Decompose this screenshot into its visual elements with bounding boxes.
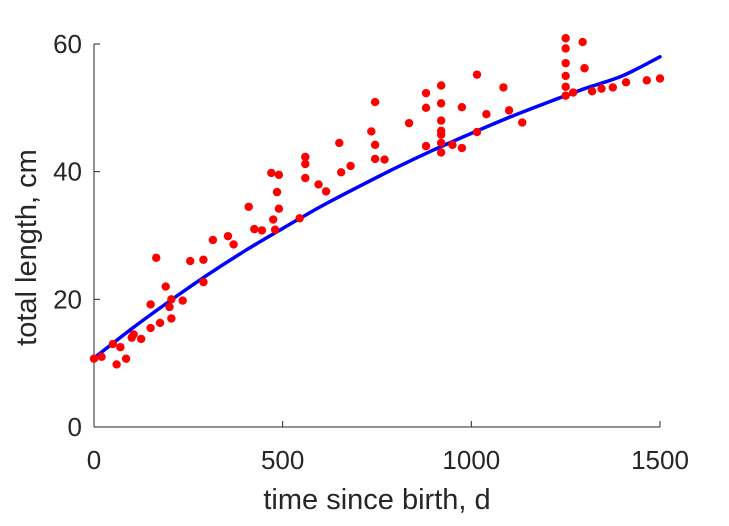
data-point [482, 110, 491, 119]
data-point [314, 180, 323, 189]
axes: 0 500 1000 1500 0 20 40 60 [53, 29, 689, 475]
data-point [269, 215, 278, 224]
data-point [155, 318, 165, 328]
y-tick-label: 0 [68, 412, 82, 442]
data-point [346, 161, 355, 171]
data-point [335, 138, 344, 148]
data-point [250, 224, 259, 234]
data-point [436, 148, 446, 157]
data-point [229, 240, 238, 249]
data-point [504, 106, 514, 115]
data-point [267, 168, 276, 178]
data-point [561, 44, 570, 53]
data-point [370, 140, 380, 150]
data-point [597, 84, 606, 93]
data-point [587, 87, 597, 96]
data-point [108, 339, 118, 349]
y-axis-title: total length, cm [11, 149, 43, 346]
x-tick-label: 500 [261, 445, 304, 475]
data-point [121, 354, 131, 363]
data-point [186, 256, 195, 266]
data-point [421, 103, 431, 113]
data-point [129, 330, 138, 339]
data-point [404, 118, 414, 128]
data-point [518, 118, 527, 127]
data-point [608, 83, 618, 92]
data-point [136, 334, 146, 344]
data-point [295, 214, 304, 223]
data-point [561, 82, 570, 91]
data-point [336, 168, 346, 177]
x-tick-label: 1000 [442, 445, 500, 475]
data-point [301, 152, 310, 162]
data-point [321, 187, 331, 196]
data-point [448, 140, 457, 150]
data-point [578, 37, 587, 47]
data-point [274, 204, 284, 213]
data-point [457, 143, 467, 153]
data-point [167, 295, 176, 304]
data-points-layer [89, 34, 665, 369]
data-point [208, 235, 218, 245]
x-axis-title: time since birth, d [263, 484, 490, 516]
data-point [178, 296, 187, 305]
data-point [421, 141, 431, 151]
data-point [561, 71, 570, 81]
data-point [270, 225, 280, 234]
data-point [472, 70, 482, 79]
y-tick-label: 20 [53, 284, 82, 314]
data-point [421, 88, 431, 98]
data-point [561, 91, 570, 100]
data-point [472, 127, 482, 137]
data-point [112, 360, 121, 369]
y-tick-label: 40 [53, 157, 82, 187]
x-tick-label: 0 [87, 445, 101, 475]
data-point [301, 173, 310, 183]
data-point [380, 155, 389, 164]
data-point [436, 99, 446, 108]
data-point [569, 88, 578, 97]
data-point [436, 130, 446, 139]
data-point [146, 323, 155, 333]
data-point [244, 202, 253, 211]
data-point [436, 81, 446, 90]
data-point [272, 187, 282, 197]
data-point [146, 300, 155, 309]
data-point [257, 226, 267, 235]
data-point [152, 253, 161, 263]
data-point [457, 102, 467, 112]
data-point [655, 74, 665, 83]
data-point [370, 97, 380, 107]
data-point [436, 116, 446, 125]
data-point [199, 255, 208, 264]
data-point [370, 154, 380, 164]
data-point [116, 343, 125, 352]
data-point [561, 58, 570, 68]
data-point [97, 352, 106, 361]
data-point [161, 282, 170, 291]
data-point [499, 83, 508, 92]
data-point [89, 354, 99, 363]
data-point [301, 159, 310, 169]
data-point [621, 78, 631, 87]
data-point [199, 277, 208, 287]
data-point [223, 231, 233, 241]
data-point [436, 138, 446, 148]
data-point [367, 127, 376, 136]
data-point [167, 314, 176, 323]
y-tick-label: 60 [53, 29, 82, 59]
x-tick-label: 1500 [631, 445, 689, 475]
data-point [642, 76, 651, 85]
data-point [165, 302, 174, 312]
data-point [580, 64, 589, 73]
data-point [274, 170, 284, 180]
data-point [561, 34, 570, 43]
